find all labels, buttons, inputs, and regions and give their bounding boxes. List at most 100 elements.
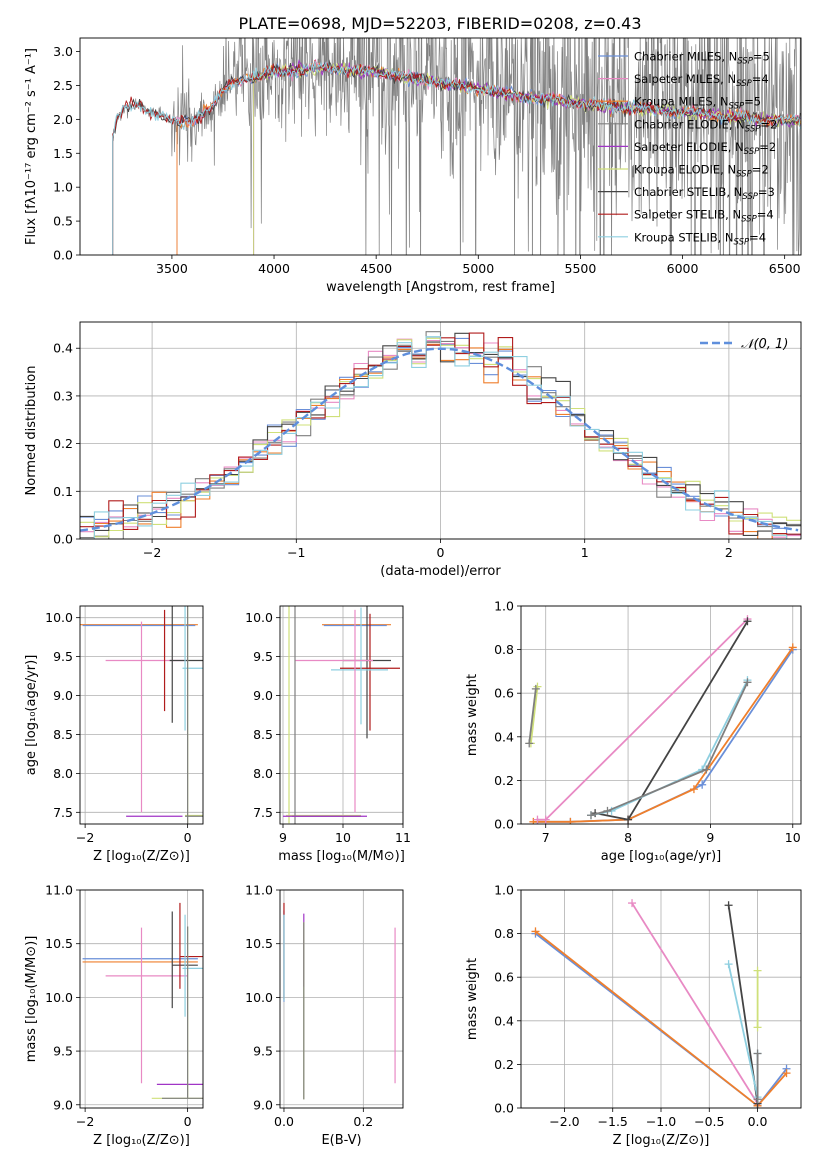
y-tick-label: 10.5 [45, 936, 73, 951]
y-tick-label: 0.8 [494, 926, 514, 941]
y-tick-label: 0.1 [53, 484, 73, 499]
legend-label-chabrier_miles: Chabrier MILES, NSSP=5 [634, 50, 770, 67]
y-tick-label: 11.0 [245, 883, 273, 898]
y-tick-label: 2.0 [53, 112, 73, 127]
panel-weight_vs_age: 7 8 9 10 0.0 0.2 0.4 0.6 0.8 1.0 age [log₁₀(age/yr… [465, 599, 802, 864]
plot-area-mass_vs_z [82, 902, 203, 1099]
y-tick-label: 0.0 [53, 248, 73, 263]
y-tick-label: 8.5 [53, 727, 73, 742]
legend-label-tail: =4 [749, 230, 766, 244]
weight-marker-kroupa_stelib [724, 960, 733, 969]
legend-label-tail: =2 [759, 140, 776, 154]
weight-line-chabrier_stelib [594, 620, 749, 821]
y-tick-label: 0.6 [494, 686, 514, 701]
y-tick-label: 9.5 [253, 1044, 273, 1059]
y-tick-label: 7.5 [53, 805, 73, 820]
weight-marker-kroupa_miles [531, 927, 540, 936]
y-axis-label: mass weight [465, 674, 480, 756]
x-tick-label: 8 [624, 830, 632, 845]
axes-frame [79, 321, 802, 540]
figure-title: PLATE=0698, MJD=52203, FIBERID=0208, z=0… [238, 14, 641, 33]
x-tick-label: −1 [287, 545, 305, 560]
x-tick-label: 9 [706, 830, 714, 845]
weight-line-kroupa_stelib [590, 679, 749, 817]
weight-marker-kroupa_miles [566, 817, 575, 824]
weight-line-chabrier_elodie [590, 681, 749, 817]
x-tick-label: 9 [279, 830, 287, 845]
axes-frame [279, 605, 404, 825]
legend-label-tail: =5 [744, 95, 761, 109]
y-tick-label: 10.0 [45, 610, 73, 625]
weight-marker-kroupa_miles [782, 1069, 791, 1078]
legend-label-tail: =2 [752, 163, 769, 177]
histogram-kroupa_stelib [80, 336, 801, 539]
legend-label-tail: =2 [760, 117, 777, 131]
x-axis-label: (data-model)/error [380, 564, 501, 579]
x-tick-label: 0.0 [274, 1114, 294, 1129]
x-tick-label: 11 [395, 830, 411, 845]
legend-label-sub: SSP [729, 102, 745, 112]
weight-marker-chabrier_elodie [587, 811, 595, 820]
x-tick-label: 0 [184, 830, 192, 845]
x-tick-label: 1 [581, 545, 589, 560]
weight-marker-chabrier_elodie [753, 1095, 762, 1104]
y-tick-label: 1.0 [494, 883, 514, 898]
weight-marker-kroupa_elodie [753, 1023, 762, 1032]
y-tick-label: 1.0 [53, 180, 73, 195]
legend-label-salpeter_miles: Salpeter MILES, NSSP=4 [634, 72, 769, 89]
y-tick-label: 0.4 [494, 729, 514, 744]
x-axis-label: Z [log₁₀(Z/Z⊙)] [93, 1133, 190, 1148]
weight-marker-kroupa_miles [788, 643, 797, 652]
gaussian-curve [80, 347, 799, 532]
axes-frame [79, 605, 204, 825]
legend-label-text: Salpeter STELIB, N [634, 208, 741, 222]
panel-weight_vs_z: −2.0 −1.5 −1.0 −0.5 0.0 0.0 0.2 0.4 0.6 0.8 1.0 Z [… [465, 883, 802, 1148]
weight-marker-chabrier_stelib [743, 617, 752, 626]
legend-label-chabrier_stelib: Chabrier STELIB, NSSP=3 [634, 185, 775, 202]
legend-label-tail: =4 [757, 208, 774, 222]
x-axis-label: Z [log₁₀(Z/Z⊙)] [613, 1133, 710, 1148]
plot-area-residuals [80, 331, 801, 539]
plot-area-age_vs_mass [283, 606, 400, 824]
y-tick-label: 11.0 [45, 883, 73, 898]
x-tick-label: −1.0 [646, 1114, 676, 1129]
x-axis-label: wavelength [Angstrom, rest frame] [326, 280, 555, 295]
legend-label-text: Salpeter MILES, N [634, 72, 736, 86]
y-axis-label: mass [log₁₀(M/M⊙)] [24, 936, 39, 1063]
weight-marker-salpeter_miles [628, 899, 637, 908]
legend-label-kroupa_elodie: Kroupa ELODIE, NSSP=2 [634, 163, 769, 180]
weight-marker-chabrier_elodie [743, 678, 752, 687]
y-tick-label: 0.5 [53, 214, 73, 229]
y-tick-label: 0.2 [494, 773, 514, 788]
plot-area-spectrum [112, 38, 801, 255]
weight-marker-salpeter_miles [533, 815, 542, 824]
x-axis-label: mass [log₁₀(M/M⊙)] [278, 849, 405, 864]
plot-area-weight_vs_age [525, 615, 797, 824]
y-tick-label: 8.0 [253, 766, 273, 781]
axes-frame [79, 889, 204, 1109]
y-axis-label: mass weight [465, 958, 480, 1040]
x-tick-label: 4000 [258, 261, 290, 276]
x-tick-label: −1.5 [598, 1114, 628, 1129]
x-tick-label: −0.5 [694, 1114, 724, 1129]
weight-line-salpeter_miles [537, 618, 749, 821]
legend-label-sub: SSP [745, 124, 761, 134]
x-tick-label: 6500 [769, 261, 801, 276]
legend-label-text: Chabrier ELODIE, N [634, 117, 745, 131]
plot-area-mass_vs_ebv [283, 902, 396, 1100]
spectrum-data-line [112, 38, 801, 255]
y-tick-label: 0.4 [494, 1013, 514, 1028]
y-tick-label: 10.0 [245, 610, 273, 625]
panel-spectrum: 3500 4000 4500 5000 5500 6000 6500 0.0 0.5 1.0 1.5… [24, 37, 802, 295]
y-tick-label: 9.5 [53, 649, 73, 664]
legend-label-text: Chabrier MILES, N [634, 50, 737, 64]
panel-age_vs_mass: 9 10 11 7.5 8.0 8.5 9.0 9.5 10.0 mass [log₁₀(M/M⊙… [245, 605, 411, 864]
x-tick-label: −2 [143, 545, 161, 560]
x-tick-label: 0.2 [353, 1114, 373, 1129]
histogram-chabrier_stelib [80, 332, 801, 536]
x-tick-label: 5500 [565, 261, 597, 276]
legend-label-sub: SSP [741, 215, 757, 225]
legend-label-text: Kroupa ELODIE, N [634, 163, 736, 177]
x-tick-label: 5000 [462, 261, 494, 276]
plot-area-age_vs_z [80, 606, 203, 824]
